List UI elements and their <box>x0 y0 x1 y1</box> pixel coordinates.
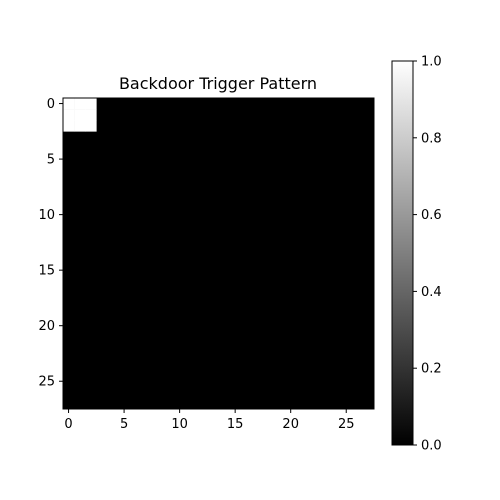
heatmap-cell <box>74 98 86 110</box>
colorbar-tick-label: 0.4 <box>421 285 442 300</box>
heatmap-cell <box>63 120 75 132</box>
x-tick-label: 25 <box>338 417 355 432</box>
heatmap-plot: 0 5 10 15 20 25 0 5 10 15 20 25 <box>38 97 375 432</box>
y-tick-label: 15 <box>38 264 55 279</box>
colorbar: 0.0 0.2 0.4 0.6 0.8 1.0 <box>391 55 442 454</box>
y-tick-label: 5 <box>47 153 55 168</box>
heatmap-cell <box>85 109 97 121</box>
colorbar-tick-label: 0.2 <box>421 362 442 377</box>
heatmap-cell <box>85 98 97 110</box>
x-tick-label: 0 <box>64 417 72 432</box>
heatmap-background <box>63 98 374 409</box>
colorbar-tick-label: 0.8 <box>421 131 442 146</box>
colorbar-tick-label: 1.0 <box>421 55 442 70</box>
colorbar-tick-label: 0.6 <box>421 208 442 223</box>
plot-frame <box>62 97 375 410</box>
x-tick-label: 5 <box>120 417 128 432</box>
heatmap-cell <box>85 120 97 132</box>
y-tick-label: 0 <box>47 97 55 112</box>
y-tick-label: 10 <box>38 208 55 223</box>
y-tick-label: 25 <box>38 375 55 390</box>
colorbar-gradient <box>391 60 414 446</box>
y-axis: 0 5 10 15 20 25 <box>38 97 63 390</box>
x-axis: 0 5 10 15 20 25 <box>64 409 355 432</box>
chart-title: Backdoor Trigger Pattern <box>119 74 317 93</box>
heatmap-cells <box>63 98 374 409</box>
colorbar-tick-label: 0.0 <box>421 439 442 454</box>
heatmap-cell <box>74 109 86 121</box>
x-tick-label: 15 <box>227 417 244 432</box>
y-tick-label: 20 <box>38 319 55 334</box>
x-tick-label: 10 <box>171 417 188 432</box>
heatmap-cell <box>63 109 75 121</box>
colorbar-axis: 0.0 0.2 0.4 0.6 0.8 1.0 <box>413 55 442 454</box>
x-tick-label: 20 <box>282 417 299 432</box>
heatmap-cell <box>63 98 75 110</box>
heatmap-cell <box>74 120 86 132</box>
